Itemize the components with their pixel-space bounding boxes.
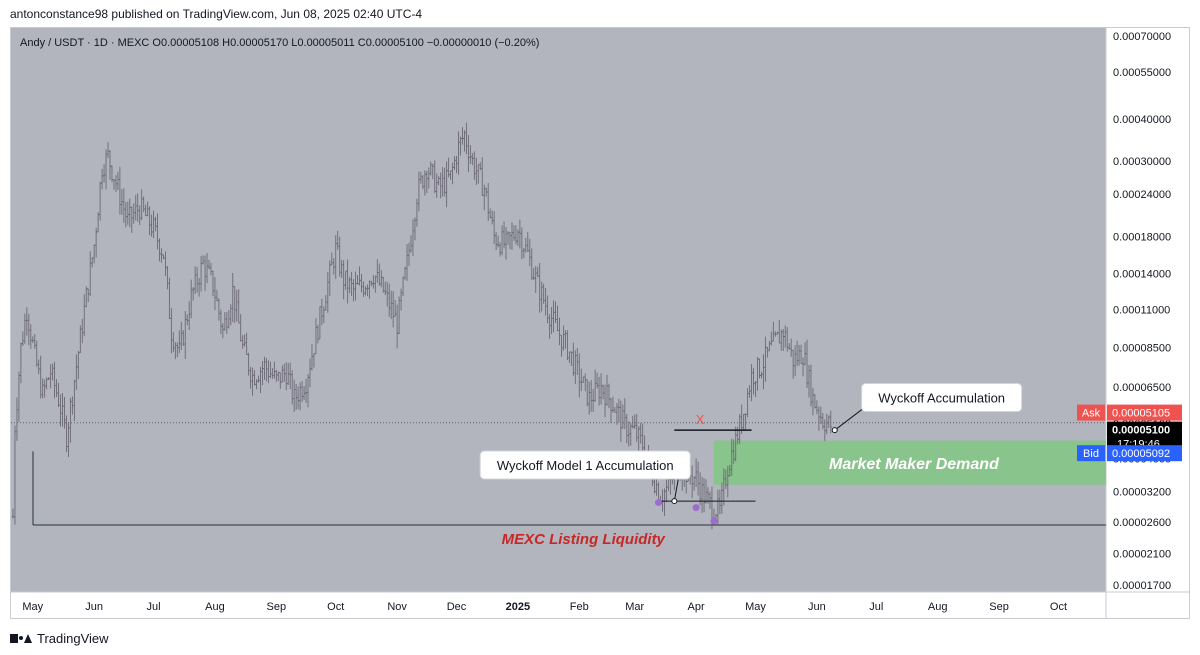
y-tick-label: 0.00002100 [1113, 549, 1171, 561]
wyckoff-model-callout-box [479, 450, 691, 480]
x-tick-label: 2025 [506, 601, 530, 613]
bid-price: 0.00005092 [1112, 448, 1170, 460]
candle [829, 410, 832, 434]
bid-price-box [1107, 445, 1182, 462]
ask-price: 0.00005105 [1112, 408, 1170, 420]
x-tick-label: Jun [85, 601, 103, 613]
last-price: 0.00005100 [1112, 425, 1170, 437]
y-tick-label: 0.00002600 [1113, 517, 1171, 529]
x-tick-label: Dec [447, 601, 467, 613]
x-tick-label: Oct [327, 601, 344, 613]
y-tick-label: 0.00003200 [1113, 487, 1171, 499]
y-tick-label: 0.00008500 [1113, 342, 1171, 354]
published-header: antonconstance98 published on TradingVie… [10, 7, 422, 21]
x-tick-label: Sep [989, 601, 1009, 613]
pivot-marker [710, 517, 718, 525]
symbol-ohlc-legend: Andy / USDT · 1D · MEXC O0.00005108 H0.0… [20, 37, 539, 49]
ask-price-box [1107, 404, 1182, 421]
mexc-listing-liquidity-label: MEXC Listing Liquidity [502, 531, 666, 548]
chart-frame[interactable] [10, 27, 1190, 619]
x-tick-label: Aug [205, 601, 225, 613]
ask-tag: Ask [1082, 408, 1101, 420]
x-tick-label: Oct [1050, 601, 1067, 613]
market-maker-demand-label: Market Maker Demand [829, 456, 1000, 473]
bid-tag-box [1077, 445, 1105, 462]
wyckoff-model-callout-label: Wyckoff Model 1 Accumulation [497, 458, 674, 473]
x-tick-label: Apr [688, 601, 705, 613]
tradingview-brand: TradingView [37, 630, 109, 646]
y-tick-label: 0.00018000 [1113, 232, 1171, 244]
y-tick-label: 0.00006500 [1113, 382, 1171, 394]
plot-area [11, 28, 1106, 592]
pivot-marker [692, 504, 700, 512]
wyckoff-model-callout-anchor [671, 498, 678, 505]
price-axis [1106, 28, 1189, 592]
pivot-marker [654, 499, 662, 507]
y-tick-label: 0.00024000 [1113, 189, 1171, 201]
y-tick-label: 0.00030000 [1113, 156, 1171, 168]
published-text: antonconstance98 published on TradingVie… [10, 7, 423, 21]
x-tick-label: May [22, 601, 43, 613]
y-tick-label: 0.00070000 [1113, 31, 1171, 43]
wyckoff-accumulation-callout-box [861, 383, 1023, 413]
tradingview-footer: TradingView [10, 628, 109, 648]
tradingview-logo-icon [10, 633, 32, 643]
x-tick-label: Aug [928, 601, 948, 613]
wyckoff-accumulation-callout-label: Wyckoff Accumulation [878, 391, 1005, 406]
wyckoff-accumulation-callout-anchor [831, 427, 838, 434]
x-tick-label: Feb [570, 601, 589, 613]
x-tick-label: May [745, 601, 766, 613]
x-tick-label: Jul [869, 601, 883, 613]
y-tick-label: 0.00040000 [1113, 114, 1171, 126]
x-tick-label: Sep [267, 601, 287, 613]
y-tick-label: 0.00014000 [1113, 269, 1171, 281]
x-tick-label: Jul [147, 601, 161, 613]
x-tick-label: Nov [387, 601, 407, 613]
ask-tag-box [1077, 404, 1105, 421]
y-tick-label: 0.00055000 [1113, 67, 1171, 79]
x-tick-label: Jun [808, 601, 826, 613]
failed-breakout-x-mark: X [696, 412, 705, 427]
bid-tag: Bid [1083, 448, 1099, 460]
y-tick-label: 0.00001700 [1113, 580, 1171, 592]
market-maker-demand-zone [713, 440, 1106, 485]
x-tick-label: Mar [625, 601, 644, 613]
y-tick-label: 0.00011000 [1113, 304, 1170, 316]
